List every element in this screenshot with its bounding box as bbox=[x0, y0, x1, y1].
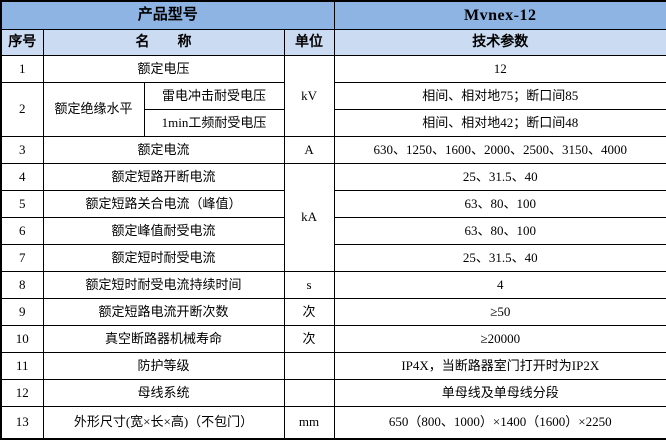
table-row: 4 额定短路开断电流 kA 25、31.5、40 bbox=[0, 163, 666, 272]
unit: kV bbox=[283, 55, 335, 137]
param-name: 额定电流 bbox=[42, 136, 285, 164]
table-row: 1 额定电压 kV 12 bbox=[0, 55, 666, 137]
param-name: 额定绝缘水平 bbox=[42, 82, 145, 137]
row-no: 7 bbox=[0, 244, 44, 272]
param-value: 630、1250、1600、2000、2500、3150、4000 bbox=[333, 136, 666, 164]
param-value: 63、80、100 bbox=[333, 190, 666, 218]
unit: s bbox=[283, 271, 335, 299]
param-value: 12 bbox=[333, 55, 666, 83]
row-no: 9 bbox=[0, 298, 44, 326]
row-no: 3 bbox=[0, 136, 44, 164]
product-model-value: Mvnex-12 bbox=[333, 0, 666, 30]
param-name: 真空断路器机械寿命 bbox=[42, 325, 285, 353]
row-no: 5 bbox=[0, 190, 44, 218]
table-row: 10 真空断路器机械寿命 次 ≥20000 bbox=[0, 325, 666, 353]
param-value: IP4X，当断路器室门打开时为IP2X bbox=[333, 352, 666, 380]
unit: kA bbox=[283, 163, 335, 272]
col-header-unit: 单位 bbox=[283, 29, 335, 56]
row-no: 1 bbox=[0, 55, 44, 83]
row-no: 10 bbox=[0, 325, 44, 353]
unit: 次 bbox=[283, 298, 335, 326]
table-row: 7 额定短时耐受电流 25、31.5、40 bbox=[0, 244, 666, 272]
table-row: 1min工频耐受电压 相间、相对地42；断口间48 bbox=[1, 109, 666, 137]
param-value: 相间、相对地42；断口间48 bbox=[333, 109, 666, 137]
table-row: 11 防护等级 IP4X，当断路器室门打开时为IP2X bbox=[0, 352, 666, 380]
param-name: 额定短路电流开断次数 bbox=[42, 298, 285, 326]
row-no: 2 bbox=[0, 82, 44, 137]
param-name: 额定短时耐受电流 bbox=[42, 244, 285, 272]
param-subname: 1min工频耐受电压 bbox=[143, 109, 285, 137]
table-row: 12 母线系统 单母线及单母线分段 bbox=[0, 379, 666, 407]
param-value: 63、80、100 bbox=[333, 217, 666, 245]
param-value: 650（800、1000）×1400（1600）×2250 bbox=[333, 406, 666, 440]
header-row-columns: 序号 名 称 单位 技术参数 bbox=[0, 29, 666, 56]
product-model-label: 产品型号 bbox=[0, 0, 335, 30]
col-header-params: 技术参数 bbox=[333, 29, 666, 56]
unit bbox=[283, 352, 335, 380]
unit: 次 bbox=[283, 325, 335, 353]
unit: A bbox=[283, 136, 335, 164]
param-subname: 雷电冲击耐受电压 bbox=[143, 82, 285, 110]
table-row: 13 外形尺寸(宽×长×高)（不包门） mm 650（800、1000）×140… bbox=[0, 406, 666, 440]
param-value: 4 bbox=[333, 271, 666, 299]
table-row: 9 额定短路电流开断次数 次 ≥50 bbox=[0, 298, 666, 326]
table-row: 2 额定绝缘水平 雷电冲击耐受电压 相间、相对地75；断口间85 bbox=[0, 82, 666, 137]
param-value: 单母线及单母线分段 bbox=[333, 379, 666, 407]
param-value: ≥50 bbox=[333, 298, 666, 326]
param-name: 额定短时耐受电流持续时间 bbox=[42, 271, 285, 299]
row-no: 8 bbox=[0, 271, 44, 299]
param-name: 额定短路关合电流（峰值） bbox=[42, 190, 285, 218]
param-name: 母线系统 bbox=[42, 379, 285, 407]
table-row: 3 额定电流 A 630、1250、1600、2000、2500、3150、40… bbox=[0, 136, 666, 164]
row-no: 13 bbox=[0, 406, 44, 440]
param-value: ≥20000 bbox=[333, 325, 666, 353]
row-no: 4 bbox=[0, 163, 44, 191]
param-name: 额定峰值耐受电流 bbox=[42, 217, 285, 245]
row-no: 6 bbox=[0, 217, 44, 245]
row-no: 12 bbox=[0, 379, 44, 407]
param-name: 外形尺寸(宽×长×高)（不包门） bbox=[42, 406, 285, 440]
table-row: 5 额定短路关合电流（峰值） 63、80、100 bbox=[0, 190, 666, 218]
param-name: 额定电压 bbox=[42, 55, 285, 83]
param-value: 25、31.5、40 bbox=[333, 244, 666, 272]
col-header-no: 序号 bbox=[0, 29, 44, 56]
param-value: 相间、相对地75；断口间85 bbox=[333, 82, 666, 110]
col-header-name: 名 称 bbox=[42, 29, 285, 56]
param-name: 防护等级 bbox=[42, 352, 285, 380]
table-row: 8 额定短时耐受电流持续时间 s 4 bbox=[0, 271, 666, 299]
unit bbox=[283, 379, 335, 407]
unit: mm bbox=[283, 406, 335, 440]
table-row: 6 额定峰值耐受电流 63、80、100 bbox=[0, 217, 666, 245]
param-name: 额定短路开断电流 bbox=[42, 163, 285, 191]
row-no: 11 bbox=[0, 352, 44, 380]
header-row-product: 产品型号 Mvnex-12 bbox=[0, 0, 666, 30]
param-value: 25、31.5、40 bbox=[333, 163, 666, 191]
